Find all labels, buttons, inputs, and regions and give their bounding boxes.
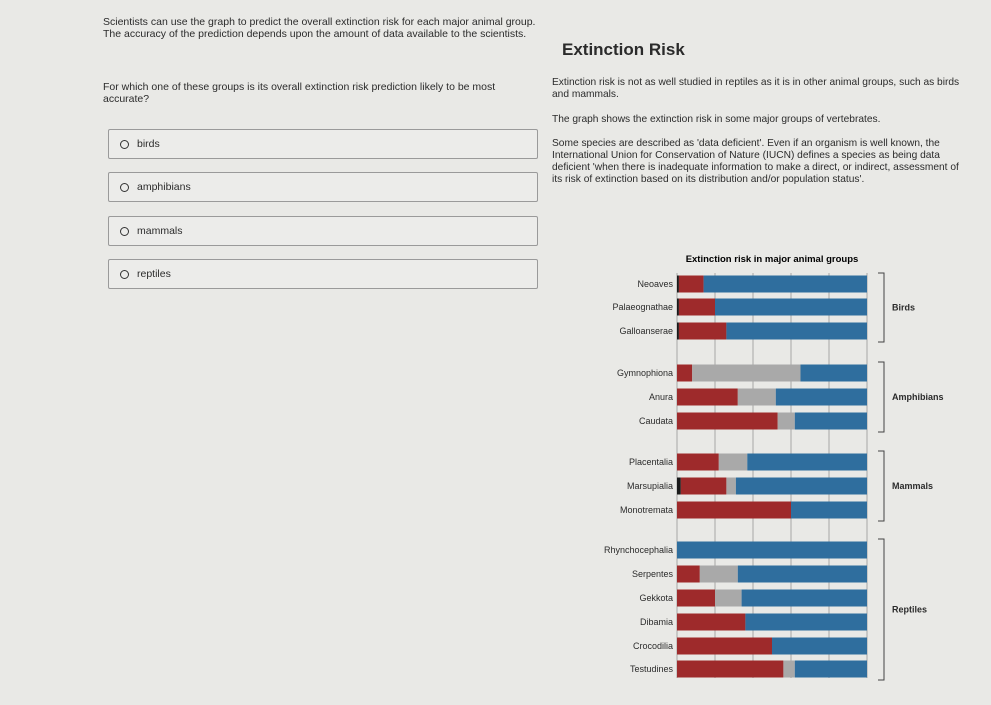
- bar-segment-extinct: [677, 275, 679, 293]
- bar-segment-not-threatened: [772, 637, 867, 655]
- category-label: Gymnophiona: [617, 368, 673, 378]
- paragraph-3: Some species are described as 'data defi…: [552, 138, 959, 185]
- bar-segment-extinct: [677, 322, 679, 340]
- bar-segment-data-deficient: [737, 388, 776, 406]
- option-birds[interactable]: birds: [108, 129, 538, 159]
- category-label: Rhynchocephalia: [604, 545, 673, 555]
- option-label: birds: [137, 138, 160, 150]
- group-bracket: [878, 450, 885, 522]
- option-mammals[interactable]: mammals: [108, 216, 538, 246]
- bar-segment-data-deficient: [726, 477, 736, 495]
- option-amphibians[interactable]: amphibians: [108, 172, 538, 202]
- radio-icon[interactable]: [120, 269, 129, 279]
- category-label: Marsupialia: [627, 481, 673, 491]
- bar-segment-data-deficient: [783, 660, 795, 678]
- category-label: Neoaves: [637, 279, 673, 289]
- bar-segment-not-threatened: [726, 322, 867, 340]
- category-label: Caudata: [639, 416, 673, 426]
- option-label: mammals: [137, 225, 183, 237]
- page-title: Extinction Risk: [562, 40, 685, 59]
- category-label: Testudines: [630, 664, 674, 674]
- group-bracket: [878, 272, 885, 343]
- bar-segment-threatened: [677, 453, 719, 471]
- category-label: Monotremata: [620, 505, 673, 515]
- radio-icon[interactable]: [120, 226, 129, 236]
- bar-segment-not-threatened: [800, 364, 867, 382]
- group-label: Birds: [892, 303, 915, 313]
- bar-segment-not-threatened: [715, 298, 867, 316]
- paragraph-2: The graph shows the extinction risk in s…: [552, 114, 881, 125]
- bar-segment-data-deficient: [715, 589, 742, 607]
- bar-segment-threatened: [677, 565, 700, 583]
- bar-segment-data-deficient: [777, 412, 795, 430]
- bar-segment-threatened: [677, 637, 772, 655]
- category-label: Galloanserae: [619, 326, 673, 336]
- group-label: Amphibians: [892, 392, 944, 402]
- bar-segment-threatened: [677, 412, 778, 430]
- category-label: Palaeognathae: [612, 302, 673, 312]
- bar-segment-not-threatened: [703, 275, 867, 293]
- bar-segment-not-threatened: [741, 589, 867, 607]
- category-label: Anura: [649, 392, 673, 402]
- bar-segment-threatened: [678, 275, 704, 293]
- bar-segment-not-threatened: [794, 412, 867, 430]
- question-text: For which one of these groups is its ove…: [103, 81, 496, 105]
- category-label: Crocodilia: [633, 641, 673, 651]
- bar-segment-data-deficient: [718, 453, 748, 471]
- bar-segment-threatened: [677, 660, 784, 678]
- bar-segment-data-deficient: [699, 565, 738, 583]
- category-label: Serpentes: [632, 569, 674, 579]
- bar-segment-extinct: [677, 477, 681, 495]
- category-label: Placentalia: [629, 457, 673, 467]
- option-label: reptiles: [137, 268, 171, 280]
- bar-segment-not-threatened: [735, 477, 867, 495]
- bar-segment-not-threatened: [737, 565, 867, 583]
- option-reptiles[interactable]: reptiles: [108, 259, 538, 289]
- bar-segment-threatened: [678, 322, 727, 340]
- bar-segment-not-threatened: [775, 388, 867, 406]
- bar-segment-threatened: [677, 589, 715, 607]
- bar-segment-threatened: [677, 364, 693, 382]
- bar-segment-not-threatened: [745, 613, 867, 631]
- group-label: Reptiles: [892, 605, 927, 615]
- bar-segment-threatened: [677, 388, 738, 406]
- bar-segment-threatened: [678, 298, 715, 316]
- category-label: Gekkota: [639, 593, 673, 603]
- paragraph-1: Extinction risk is not as well studied i…: [552, 77, 960, 100]
- option-label: amphibians: [137, 181, 191, 193]
- bar-segment-not-threatened: [791, 501, 867, 519]
- bar-segment-threatened: [677, 501, 791, 519]
- bar-segment-data-deficient: [692, 364, 801, 382]
- bar-segment-not-threatened: [794, 660, 867, 678]
- radio-icon[interactable]: [120, 139, 129, 149]
- bar-segment-extinct: [677, 298, 679, 316]
- chart-title: Extinction risk in major animal groups: [686, 254, 859, 265]
- intro-text: Scientists can use the graph to predict …: [103, 16, 536, 40]
- bar-segment-threatened: [677, 613, 746, 631]
- bar-segment-not-threatened: [747, 453, 867, 471]
- group-bracket: [878, 361, 885, 433]
- bar-segment-not-threatened: [677, 541, 867, 559]
- category-label: Dibamia: [640, 617, 673, 627]
- group-bracket: [878, 538, 885, 681]
- group-label: Mammals: [892, 481, 933, 491]
- bar-segment-threatened: [680, 477, 727, 495]
- radio-icon[interactable]: [120, 182, 129, 192]
